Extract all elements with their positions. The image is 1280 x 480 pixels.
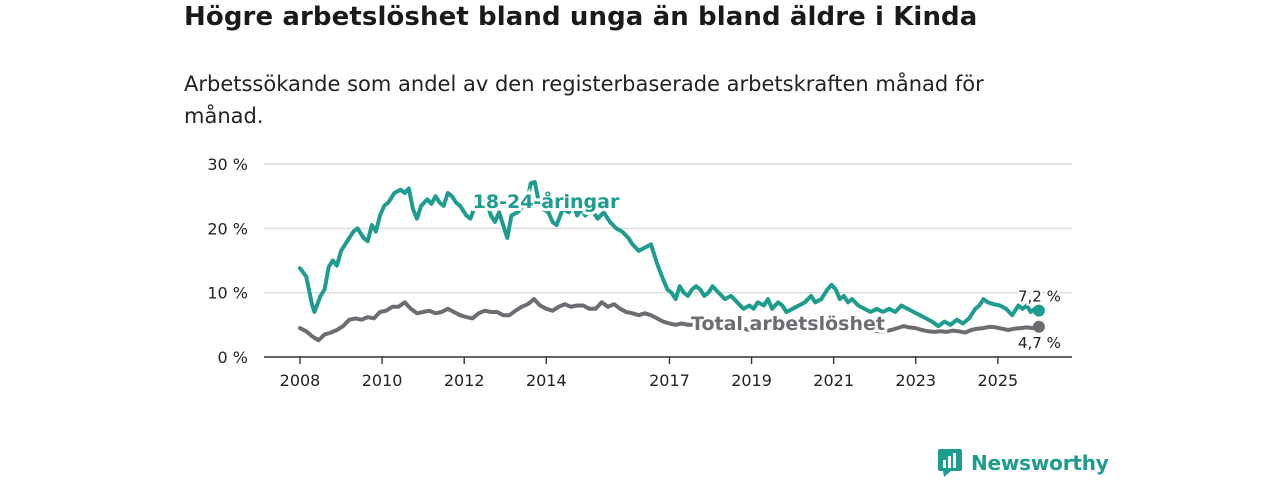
newsworthy-logo: Newsworthy bbox=[937, 448, 1109, 478]
newsworthy-logo-icon bbox=[938, 449, 962, 477]
y-tick-label: 30 % bbox=[207, 155, 248, 174]
series-line-total bbox=[298, 297, 1041, 343]
chart-title: Högre arbetslöshet bland unga än bland ä… bbox=[184, 2, 978, 32]
series-label-youth: 18-24-åringar bbox=[473, 189, 620, 213]
x-tick-label: 2010 bbox=[362, 371, 403, 390]
x-tick-label: 2025 bbox=[977, 371, 1018, 390]
x-axis: 2008 2010 2012 2014 2017 2019 2021 2023 2025 bbox=[264, 356, 1072, 390]
x-tick-label: 2019 bbox=[731, 371, 772, 390]
series-lines bbox=[298, 180, 1045, 343]
y-axis-tick-labels: 0 % 10 % 20 % 30 % bbox=[207, 155, 248, 367]
end-label-youth: 7,2 % bbox=[1018, 288, 1061, 306]
series-line-youth bbox=[298, 180, 1041, 329]
chart-subtitle: Arbetssökande som andel av den registerb… bbox=[184, 72, 984, 128]
series-labels: 18-24-åringar Total arbetslöshet 7,2 % 4,7 … bbox=[470, 186, 1063, 354]
x-tick-label: 2008 bbox=[280, 371, 321, 390]
x-tick-label: 2023 bbox=[895, 371, 936, 390]
y-tick-label: 0 % bbox=[218, 348, 248, 367]
y-tick-label: 20 % bbox=[207, 219, 248, 238]
newsworthy-logo-text: Newsworthy bbox=[971, 451, 1109, 475]
series-label-total: Total arbetslöshet bbox=[691, 313, 885, 335]
x-tick-label: 2021 bbox=[813, 371, 854, 390]
end-marker-total bbox=[1032, 320, 1045, 333]
x-tick-label: 2014 bbox=[526, 371, 567, 390]
x-tick-label: 2012 bbox=[444, 371, 485, 390]
y-tick-label: 10 % bbox=[207, 284, 248, 303]
end-marker-youth bbox=[1032, 304, 1045, 317]
gridlines bbox=[264, 163, 1072, 294]
x-tick-label: 2017 bbox=[649, 371, 690, 390]
end-label-total: 4,7 % bbox=[1018, 334, 1061, 352]
